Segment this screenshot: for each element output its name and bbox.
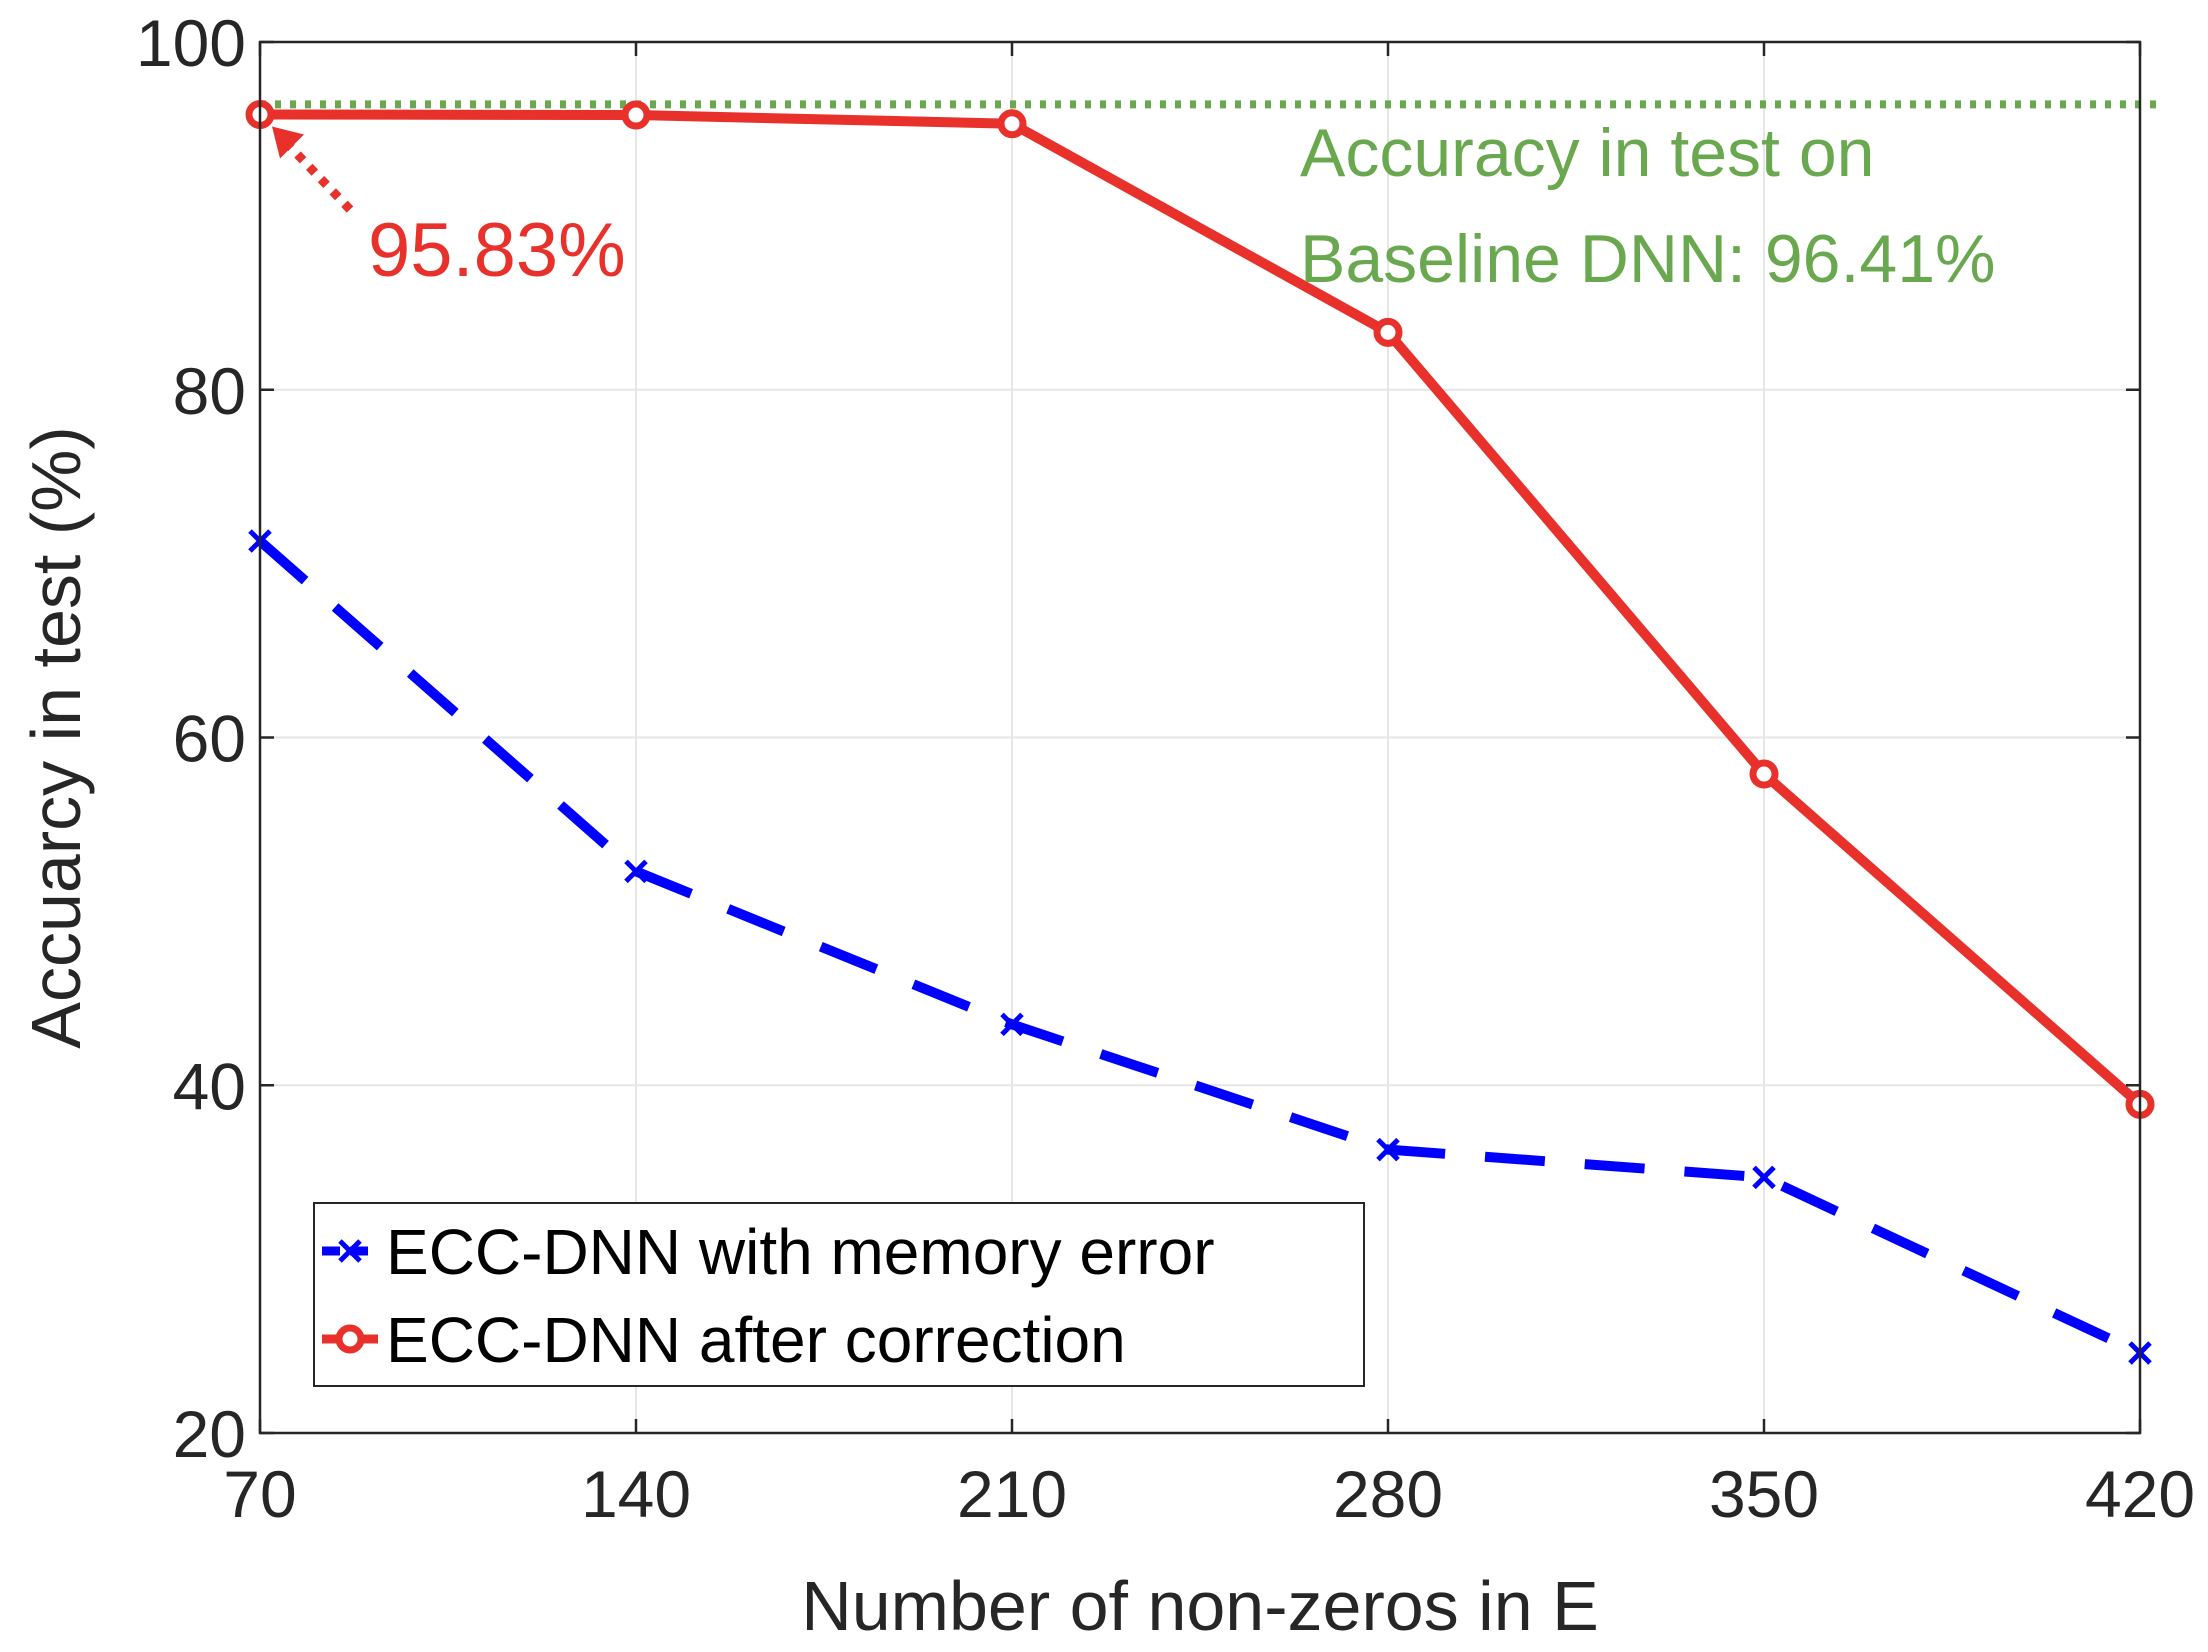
marker-stroke	[1000, 1012, 1024, 1037]
legend-swatch-marker-1	[335, 1324, 365, 1354]
y-tick-label: 40	[173, 1049, 246, 1123]
x-axis-label: Number of non-zeros in E	[801, 1567, 1599, 1645]
series-line-1	[259, 109, 2144, 1109]
data-point-series-0	[1376, 1137, 1400, 1162]
data-point-series-1	[621, 100, 651, 130]
axis-ticks: 70 140 210 280 350 420 20 40 60 80 100	[136, 6, 2195, 1531]
legend-items: ECC-DNN with memory error ECC-DNN after c…	[322, 1216, 1215, 1376]
annotation-baseline-line-1: Accuracy in test on	[1300, 115, 1874, 191]
data-point-series-0	[1000, 1012, 1024, 1037]
series-line-0	[256, 537, 2143, 1358]
data-point-series-1	[1373, 317, 1403, 347]
y-tick-label: 20	[173, 1397, 246, 1471]
legend-label-1: ECC-DNN after correction	[386, 1304, 1126, 1376]
x-tick-label: 140	[581, 1457, 691, 1531]
marker-stroke	[1376, 1137, 1400, 1162]
x-tick-label: 210	[957, 1457, 1067, 1531]
x-tick-label: 70	[223, 1457, 296, 1531]
legend-swatch-marker-0	[338, 1239, 362, 1263]
annotation-baseline-line-2: Baseline DNN: 96.41%	[1300, 221, 1995, 297]
data-point-series-0	[1752, 1165, 1776, 1190]
marker-stroke	[1752, 1165, 1776, 1190]
legend-label-0: ECC-DNN with memory error	[386, 1216, 1215, 1288]
x-tick-label: 280	[1333, 1457, 1443, 1531]
y-tick-label: 60	[173, 702, 246, 776]
annotations: 95.83% Accuracy in test on Baseline DNN:…	[368, 115, 1995, 297]
data-point-series-0	[624, 859, 648, 884]
data-point-series-1	[997, 109, 1027, 139]
annotation-arrow-shaft	[284, 141, 354, 213]
x-tick-label: 420	[2085, 1457, 2195, 1531]
marker-stroke	[624, 859, 648, 884]
marker-stroke	[338, 1239, 362, 1263]
series-layer	[245, 100, 2160, 1365]
y-tick-label: 100	[136, 6, 246, 80]
annotation-arrow-head	[272, 126, 304, 159]
x-tick-label: 350	[1709, 1457, 1819, 1531]
data-point-series-1	[1749, 759, 1779, 789]
y-tick-label: 80	[173, 354, 246, 428]
legend: ECC-DNN with memory error ECC-DNN after c…	[313, 1202, 1365, 1387]
legend-box	[313, 1202, 1365, 1387]
annotation-best-accuracy: 95.83%	[368, 208, 626, 293]
y-axis-label: Accuarcy in test (%)	[17, 426, 95, 1048]
